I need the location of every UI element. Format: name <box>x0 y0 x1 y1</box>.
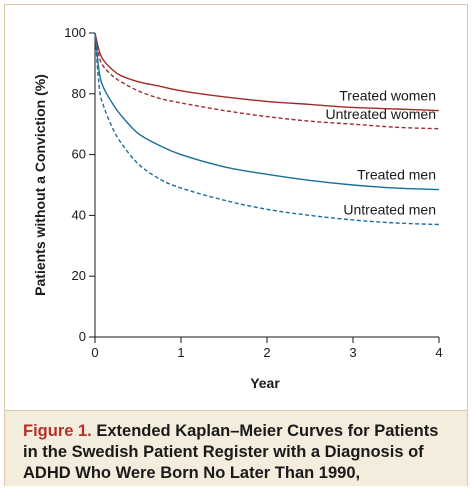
series-line-untreated-men <box>94 32 440 226</box>
series-line-treated-women <box>94 32 440 112</box>
km-chart: 0 20 40 60 80 100 0 1 2 3 4 Treated women Untreated… <box>32 25 443 391</box>
series-line-treated-men <box>94 32 440 191</box>
x-tick-label: 3 <box>349 345 356 360</box>
chart-ticks: 0 20 40 60 80 100 0 1 2 3 4 <box>64 25 442 360</box>
figure-caption: Figure 1. Extended Kaplan–Meier Curves f… <box>5 410 467 486</box>
series-label: Untreated women <box>325 106 436 122</box>
y-axis-title: Patients without a Conviction (%) <box>32 74 48 296</box>
chart-series-labels: Treated women Untreated women Treated men U… <box>325 88 436 218</box>
series-label: Untreated men <box>343 202 436 218</box>
y-tick-label: 20 <box>72 268 86 283</box>
series-label: Treated men <box>357 167 436 183</box>
y-tick-label: 80 <box>72 86 86 101</box>
y-tick-label: 40 <box>72 207 86 222</box>
caption-label: Figure 1. <box>23 422 92 440</box>
y-tick-label: 0 <box>79 329 86 344</box>
x-tick-label: 1 <box>177 345 184 360</box>
figure-frame <box>4 4 468 486</box>
x-tick-label: 0 <box>91 345 98 360</box>
y-tick-label: 60 <box>72 147 86 162</box>
y-tick-label: 100 <box>64 25 86 40</box>
x-axis-title: Year <box>250 375 280 391</box>
caption-text: Extended Kaplan–Meier Curves for Patient… <box>23 422 439 482</box>
x-tick-label: 4 <box>435 345 442 360</box>
chart-curves <box>94 32 440 226</box>
series-line-untreated-women <box>94 32 440 130</box>
chart-axes <box>94 33 439 338</box>
series-label: Treated women <box>339 88 436 104</box>
x-tick-label: 2 <box>263 345 270 360</box>
